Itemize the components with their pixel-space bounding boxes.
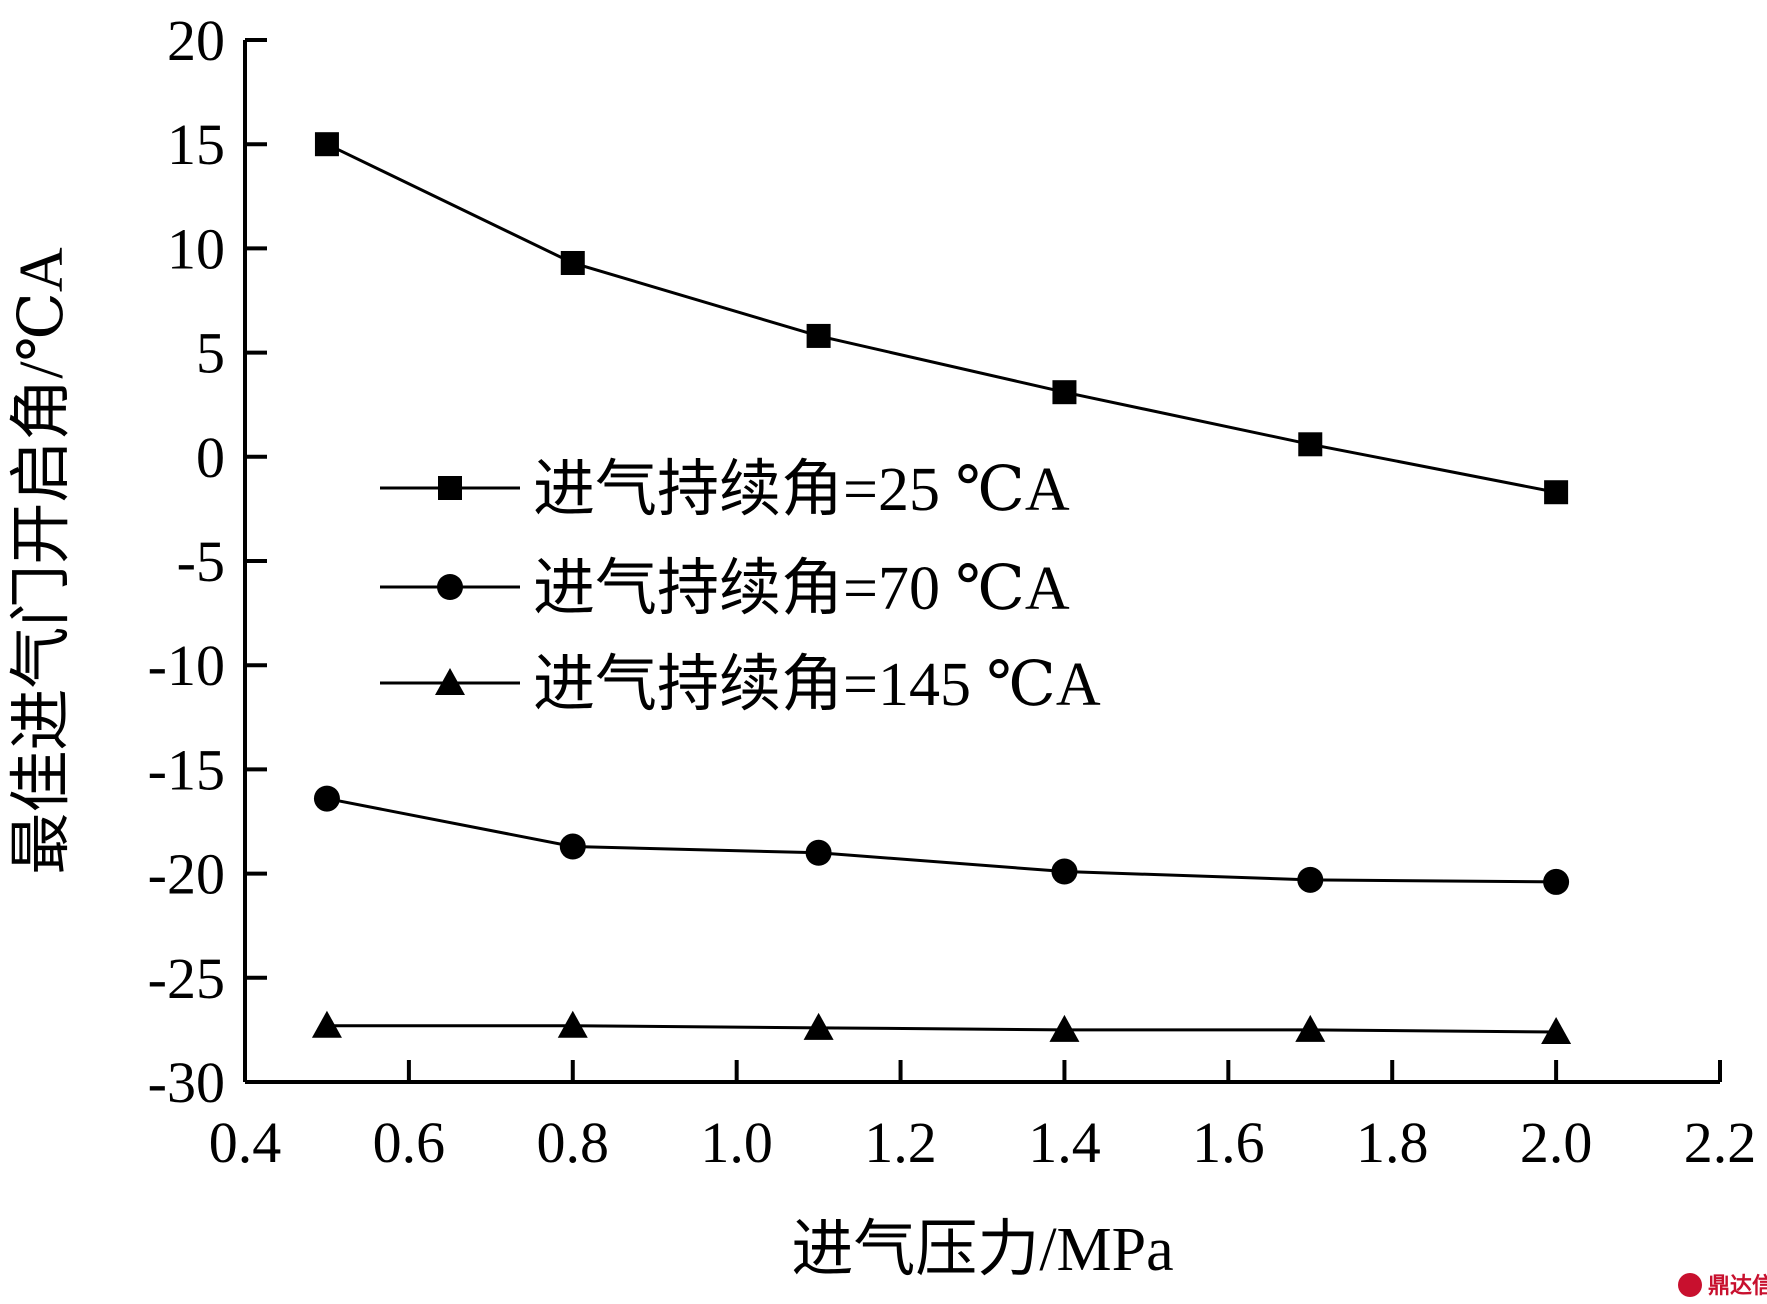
y-tick-label: -25 bbox=[148, 946, 225, 1011]
y-tick-label: -5 bbox=[177, 529, 225, 594]
series-2 bbox=[313, 785, 1570, 895]
y-axis-title: 最佳进气门开启角/℃A bbox=[8, 247, 76, 875]
watermark-logo-icon bbox=[1678, 1273, 1702, 1297]
series-1 bbox=[314, 132, 1569, 505]
x-tick-label: 0.8 bbox=[537, 1110, 610, 1175]
legend-label: 进气持续角=145 ℃A bbox=[533, 651, 1101, 719]
series-line bbox=[326, 797, 1557, 884]
legend-item-2: 进气持续角=70 ℃A bbox=[380, 555, 1070, 623]
x-tick-label: 1.8 bbox=[1356, 1110, 1429, 1175]
data-point-triangle bbox=[1541, 1016, 1572, 1044]
legend-label: 进气持续角=70 ℃A bbox=[533, 555, 1070, 623]
y-tick-label: -10 bbox=[148, 633, 225, 698]
data-point-square bbox=[806, 323, 831, 348]
y-tick-label: -30 bbox=[148, 1050, 225, 1115]
x-tick-label: 1.6 bbox=[1192, 1110, 1265, 1175]
y-tick-label: 15 bbox=[167, 112, 225, 177]
data-point-triangle bbox=[557, 1010, 588, 1038]
watermark: 鼎达信 bbox=[1678, 1273, 1767, 1299]
data-point-circle bbox=[805, 839, 832, 866]
series-group bbox=[311, 132, 1572, 1044]
y-tick-label: 5 bbox=[196, 321, 225, 386]
data-point-triangle bbox=[311, 1010, 342, 1038]
data-point-triangle bbox=[1295, 1014, 1326, 1042]
series-line bbox=[326, 142, 1557, 494]
y-tick-label: 20 bbox=[167, 8, 225, 73]
x-tick-label: 1.4 bbox=[1028, 1110, 1101, 1175]
data-point-square bbox=[560, 250, 585, 275]
x-axis-title: 进气压力/MPa bbox=[791, 1216, 1173, 1284]
data-point-square bbox=[314, 132, 339, 157]
x-tick-label: 2.0 bbox=[1520, 1110, 1593, 1175]
data-point-circle bbox=[559, 833, 586, 860]
y-tick-label: 10 bbox=[167, 216, 225, 281]
legend-marker-triangle bbox=[435, 668, 465, 695]
legend-item-1: 进气持续角=25 ℃A bbox=[380, 456, 1070, 524]
legend-label: 进气持续角=25 ℃A bbox=[533, 456, 1070, 524]
x-tick-label: 1.2 bbox=[864, 1110, 937, 1175]
data-point-square bbox=[1052, 380, 1077, 405]
series-3 bbox=[311, 1010, 1572, 1044]
y-tick-label: 0 bbox=[196, 425, 225, 490]
x-tick-label: 0.4 bbox=[209, 1110, 282, 1175]
series-line bbox=[326, 1024, 1557, 1034]
data-point-circle bbox=[1543, 868, 1570, 895]
legend-item-3: 进气持续角=145 ℃A bbox=[380, 651, 1101, 719]
legend-marker-square bbox=[438, 476, 462, 500]
watermark-text: 鼎达信 bbox=[1708, 1273, 1767, 1299]
data-point-square bbox=[1544, 480, 1569, 505]
axes: 20 15 10 5 0 -5 -10 -15 -20 -25 -300.4 0.6 0.8 1.0 1.2… bbox=[148, 8, 1757, 1175]
data-point-circle bbox=[1297, 866, 1324, 893]
x-tick-label: 0.6 bbox=[373, 1110, 446, 1175]
data-point-triangle bbox=[1049, 1014, 1080, 1042]
legend: 进气持续角=25 ℃A 进气持续角=70 ℃A 进气持续角=145 ℃A bbox=[380, 456, 1101, 719]
y-tick-label: -15 bbox=[148, 737, 225, 802]
x-tick-label: 2.2 bbox=[1684, 1110, 1757, 1175]
y-tick-label: -20 bbox=[148, 842, 225, 907]
data-point-circle bbox=[1051, 858, 1078, 885]
data-point-circle bbox=[313, 785, 340, 812]
legend-marker-circle bbox=[437, 574, 463, 600]
data-point-triangle bbox=[803, 1012, 834, 1040]
x-tick-label: 1.0 bbox=[700, 1110, 773, 1175]
data-point-square bbox=[1298, 432, 1323, 457]
